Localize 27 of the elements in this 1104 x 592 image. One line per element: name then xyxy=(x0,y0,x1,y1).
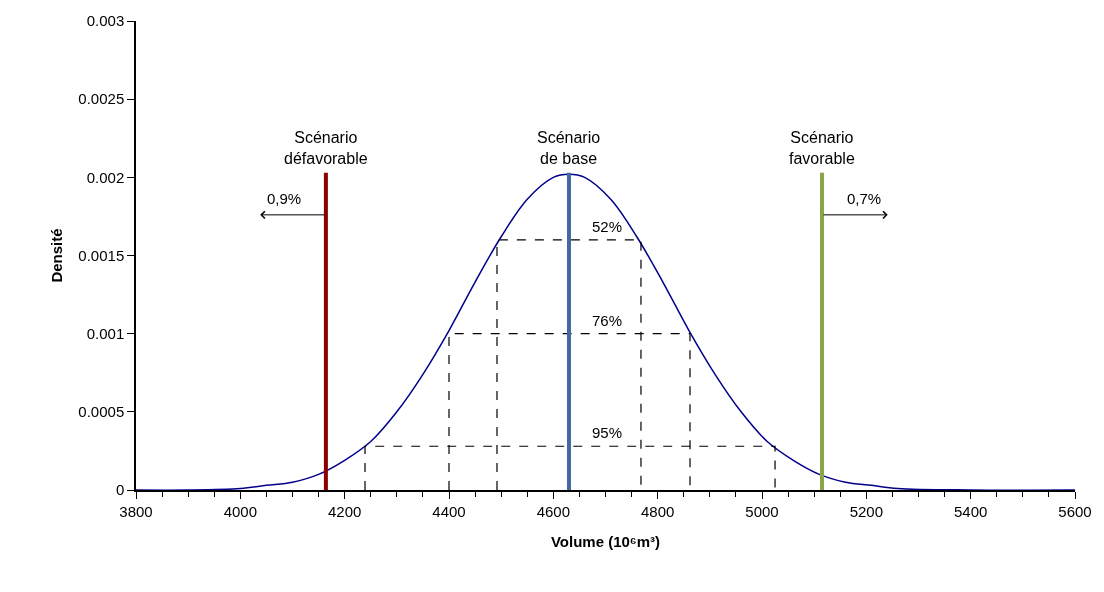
y-axis-title: Densité xyxy=(48,228,66,283)
x-tick-label: 4000 xyxy=(223,502,258,520)
x-tick-label: 5000 xyxy=(745,502,779,520)
x-tick-label: 4800 xyxy=(640,502,675,520)
y-tick-label: 0.003 xyxy=(86,12,125,30)
y-tick-label: 0.001 xyxy=(86,324,125,342)
annotation: 95% xyxy=(592,424,623,441)
annotation: 76% xyxy=(592,312,623,329)
annotation: 0,7% xyxy=(847,190,882,207)
x-tick-label: 5600 xyxy=(1058,502,1092,520)
x-tick-label: 5200 xyxy=(849,502,884,520)
y-tick-label: 0 xyxy=(115,481,125,499)
series-label: Scénario favorable xyxy=(789,129,855,167)
series-label: Scénario défavorable xyxy=(284,129,368,167)
series-label: Scénario de base xyxy=(537,129,601,167)
y-tick-label: 0.002 xyxy=(86,168,125,186)
y-tick-label: 0.0015 xyxy=(78,246,125,264)
x-tick-label: 4600 xyxy=(536,502,571,520)
y-tick-label: 0.0005 xyxy=(78,403,125,421)
annotation: 52% xyxy=(592,218,623,235)
y-tick-label: 0.0025 xyxy=(78,90,125,108)
x-tick-label: 4200 xyxy=(327,502,362,520)
annotation: 0,9% xyxy=(267,190,302,207)
x-tick-label: 3800 xyxy=(119,502,153,520)
x-tick-label: 4400 xyxy=(432,502,466,520)
x-axis-title: Volume (10⁶m³) xyxy=(550,533,661,551)
x-tick-label: 5400 xyxy=(953,502,988,520)
